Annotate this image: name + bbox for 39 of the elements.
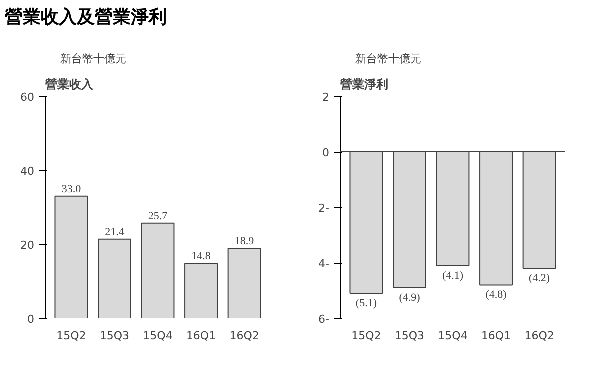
y-tick-label: 0	[28, 313, 34, 326]
y-axis-title: 新台幣十億元	[356, 52, 422, 66]
y-tick-label: 0	[322, 146, 330, 160]
y-tick-label: 40	[20, 165, 35, 178]
y-tick-label: 2	[322, 91, 330, 104]
data-label: 33.0	[62, 183, 82, 196]
y-tick-label: 4-	[318, 258, 330, 270]
x-tick-label: 15Q3	[394, 330, 425, 342]
x-tick-label: 16Q1	[481, 330, 512, 342]
y-tick-label: 20	[20, 239, 35, 252]
x-tick-label: 15Q2	[352, 330, 382, 342]
bar	[228, 248, 262, 318]
bar	[54, 196, 88, 318]
x-tick-label: 16Q2	[524, 330, 554, 342]
y-tick-label: 60	[20, 91, 35, 104]
data-label: 18.9	[234, 236, 255, 248]
chart-title: 營業收入	[46, 78, 94, 92]
bar	[141, 222, 175, 318]
y-axis-title: 新台幣十億元	[60, 52, 126, 66]
text: 營業收入及營業淨利	[5, 6, 167, 30]
x-tick-label: 15Q3	[100, 330, 130, 342]
x-tick-label: 15Q2	[56, 330, 86, 342]
chart-title: 營業淨利	[340, 78, 388, 92]
x-tick-label: 15Q4	[143, 330, 173, 342]
data-label: (4.9)	[399, 292, 421, 304]
data-label: (5.1)	[356, 298, 378, 310]
x-tick-label: 16Q1	[186, 330, 216, 342]
bar	[184, 263, 218, 318]
x-tick-label: 15Q4	[438, 330, 468, 342]
data-label: (4.1)	[442, 270, 464, 282]
data-label: 25.7	[148, 210, 168, 222]
data-label: (4.8)	[486, 289, 508, 302]
bar	[98, 238, 132, 318]
data-label: (4.2)	[529, 272, 550, 285]
x-tick-label: 16Q2	[230, 330, 260, 342]
data-label: 14.8	[192, 250, 212, 263]
y-tick-label: 6-	[318, 313, 330, 326]
y-tick-label: 2-	[318, 202, 330, 215]
data-label: 21.4	[105, 226, 125, 238]
